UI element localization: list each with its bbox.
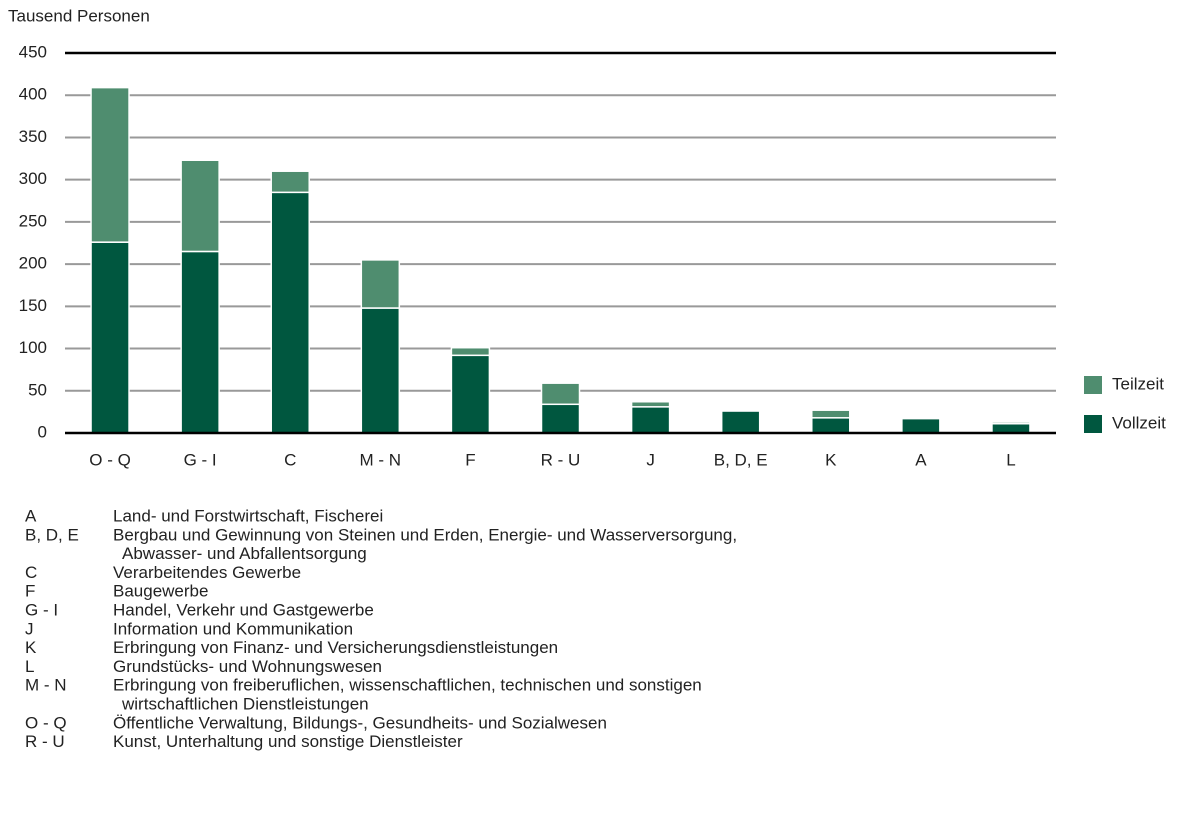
- bar-segment: [360, 259, 401, 309]
- bar-segment: [991, 421, 1031, 425]
- note-text: Information und Kommunikation: [113, 619, 353, 638]
- note-code: G - I: [25, 600, 58, 619]
- note-code: K: [25, 638, 37, 657]
- note-text: Erbringung von freiberuflichen, wissensc…: [113, 676, 702, 695]
- note-text: Handel, Verkehr und Gastgewerbe: [113, 600, 374, 619]
- y-tick-label: 0: [38, 422, 47, 441]
- note-code: L: [25, 657, 34, 676]
- bar-segment: [450, 346, 491, 357]
- bar-segment: [90, 86, 130, 243]
- y-tick-label: 450: [19, 42, 47, 61]
- x-tick-label: G - I: [184, 450, 217, 469]
- note-code: B, D, E: [25, 525, 79, 544]
- note-text: wirtschaftlichen Dienstleistungen: [121, 694, 369, 713]
- y-tick-label: 100: [19, 338, 47, 357]
- note-text: Bergbau und Gewinnung von Steinen und Er…: [113, 525, 737, 544]
- note-code: F: [25, 582, 35, 601]
- note-text: Verarbeitendes Gewerbe: [113, 563, 301, 582]
- bar-segment: [90, 241, 130, 434]
- legend-swatch: [1084, 415, 1102, 433]
- x-tick-label: K: [825, 450, 837, 469]
- x-tick-label: O - Q: [89, 450, 131, 469]
- y-tick-label: 150: [19, 296, 47, 315]
- bar-segment: [720, 410, 761, 434]
- x-tick-label: J: [646, 450, 655, 469]
- bar-segment: [630, 401, 671, 408]
- note-code: M - N: [25, 676, 67, 695]
- bar-segment: [901, 417, 941, 434]
- y-tick-label: 400: [19, 85, 47, 104]
- y-tick-label: 350: [19, 127, 47, 146]
- x-tick-label: L: [1006, 450, 1015, 469]
- bar-segment: [811, 417, 851, 434]
- x-tick-label: F: [465, 450, 475, 469]
- note-code: J: [25, 619, 34, 638]
- bar-segment: [180, 159, 220, 253]
- y-tick-label: 200: [19, 254, 47, 273]
- bar-segment: [991, 422, 1031, 434]
- y-tick-label: 250: [19, 211, 47, 230]
- note-text: Abwasser- und Abfallentsorgung: [122, 544, 367, 563]
- note-text: Baugewerbe: [113, 582, 208, 601]
- legend-swatch: [1084, 376, 1102, 394]
- bar-segment: [630, 406, 671, 434]
- x-tick-label: A: [915, 450, 927, 469]
- bar-segment: [360, 307, 401, 434]
- legend-label: Vollzeit: [1112, 413, 1166, 432]
- note-text: Grundstücks- und Wohnungswesen: [113, 657, 382, 676]
- x-tick-label: M - N: [360, 450, 402, 469]
- bar-segment: [540, 403, 581, 434]
- bar-segment: [270, 170, 310, 194]
- x-tick-label: C: [284, 450, 296, 469]
- bar-segment: [180, 250, 220, 434]
- y-axis-label: Tausend Personen: [8, 6, 150, 25]
- bar-segment: [450, 354, 491, 434]
- bar-segment: [270, 191, 310, 434]
- x-tick-label: R - U: [541, 450, 581, 469]
- note-code: R - U: [25, 732, 65, 751]
- note-code: O - Q: [25, 713, 67, 732]
- legend-label: Teilzeit: [1112, 374, 1164, 393]
- note-text: Erbringung von Finanz- und Versicherungs…: [113, 638, 558, 657]
- y-tick-label: 50: [28, 380, 47, 399]
- bar-segment: [540, 382, 581, 406]
- note-code: A: [25, 506, 37, 525]
- note-text: Land- und Forstwirtschaft, Fischerei: [113, 506, 383, 525]
- x-tick-label: B, D, E: [714, 450, 768, 469]
- bar-segment: [811, 409, 851, 419]
- note-text: Kunst, Unterhaltung und sonstige Dienstl…: [113, 732, 463, 751]
- note-code: C: [25, 563, 37, 582]
- note-text: Öffentliche Verwaltung, Bildungs-, Gesun…: [113, 713, 607, 732]
- y-tick-label: 300: [19, 169, 47, 188]
